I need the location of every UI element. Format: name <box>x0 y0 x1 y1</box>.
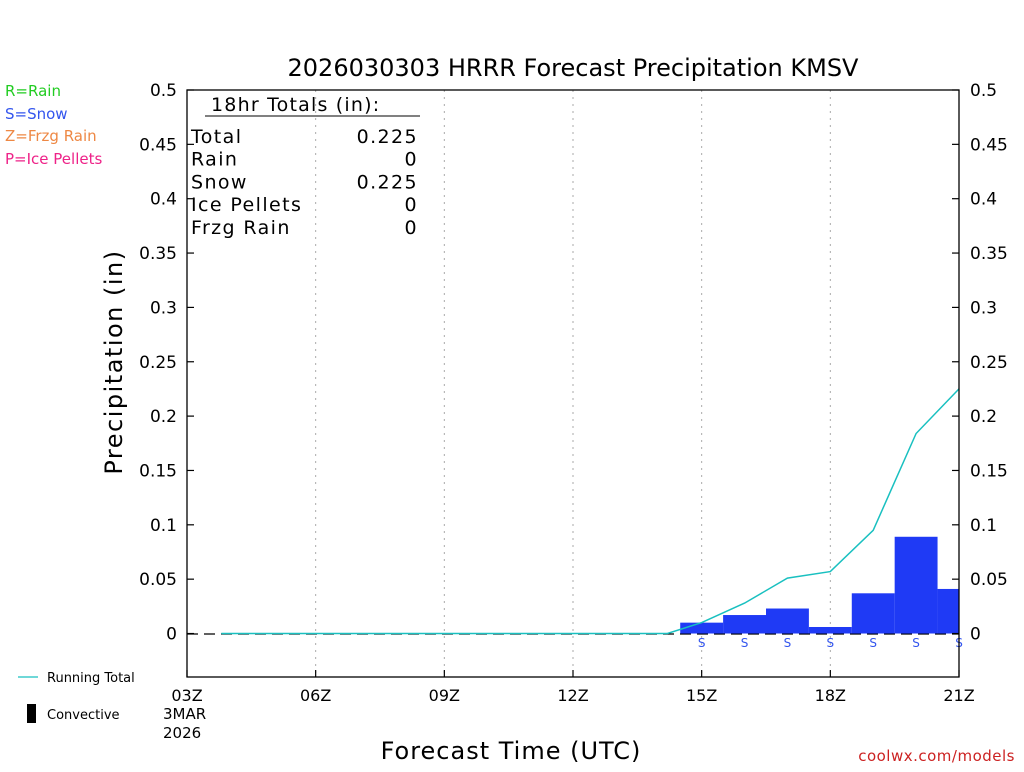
totals-row-value: 0 <box>405 149 419 171</box>
y-tick-label-left: 0.15 <box>139 461 177 481</box>
snow-bar <box>851 593 895 634</box>
y-axis-left: 0 0.05 0.1 0.15 0.2 0.25 0.3 0.35 0.4 0.45 0.5 <box>139 81 194 645</box>
totals-row-label: Ice Pellets <box>191 194 302 216</box>
x-tick-label: 21Z <box>943 686 974 705</box>
totals-header: 18hr Totals (in): <box>211 94 380 116</box>
y-tick-label-left: 0.1 <box>150 516 177 536</box>
totals-rows: Total 0.225 Rain 0 Snow 0.225 Ice Pellets 0 Frzg… <box>190 126 419 239</box>
y-tick-label-left: 0.05 <box>139 570 177 590</box>
convective-legend-label: Convective <box>47 708 120 723</box>
totals-box: 18hr Totals (in): Total 0.225 Rain 0 Snow 0.2… <box>190 94 420 239</box>
precip-type-marker: S <box>698 636 706 650</box>
snow-bar <box>680 622 724 634</box>
legend-snow: S=Snow <box>5 105 68 123</box>
totals-row-label: Total <box>190 126 242 148</box>
precip-type-marker: S <box>784 636 792 650</box>
precip-type-marker: S <box>827 636 835 650</box>
running-total-line <box>221 388 960 635</box>
y-tick-label-right: 0.5 <box>970 81 997 101</box>
chart-title: 2026030303 HRRR Forecast Precipitation K… <box>288 54 860 82</box>
y-tick-label-left: 0.5 <box>150 81 177 101</box>
y-tick-label-right: 0.4 <box>970 190 997 210</box>
y-tick-label-left: 0.3 <box>150 298 177 318</box>
y-tick-label-right: 0.45 <box>970 135 1008 155</box>
credit-text: coolwx.com/models <box>858 747 1015 765</box>
precip-type-marker: S <box>869 636 877 650</box>
snow-bar <box>723 615 766 634</box>
y-tick-label-right: 0.2 <box>970 407 997 427</box>
x-axis: 03Z 06Z 09Z 12Z 15Z 18Z 21Z <box>171 670 975 705</box>
y-tick-label-right: 0 <box>970 625 981 645</box>
x-tick-label: 18Z <box>815 686 846 705</box>
precip-type-legend: R=Rain S=Snow Z=Frzg Rain P=Ice Pellets <box>5 82 102 168</box>
totals-row-value: 0.225 <box>357 126 418 148</box>
y-tick-label-right: 0.25 <box>970 353 1008 373</box>
y-tick-label-left: 0.25 <box>139 353 177 373</box>
snow-bar <box>894 536 938 634</box>
y-tick-label-right: 0.35 <box>970 244 1008 264</box>
y-tick-label-right: 0.15 <box>970 461 1008 481</box>
totals-row-label: Frzg Rain <box>191 217 291 239</box>
totals-row-value: 0 <box>405 194 419 216</box>
x-axis-title: Forecast Time (UTC) <box>381 737 642 765</box>
legend-freezing-rain: Z=Frzg Rain <box>5 127 97 145</box>
snow-bar <box>937 588 959 634</box>
x-tick-label: 03Z <box>171 686 202 705</box>
snow-bar <box>808 626 852 634</box>
totals-row-value: 0 <box>405 217 419 239</box>
snow-bars <box>680 536 959 634</box>
y-tick-label-left: 0.35 <box>139 244 177 264</box>
x-tick-label: 12Z <box>557 686 588 705</box>
totals-row-label: Rain <box>191 149 238 171</box>
x-tick-label: 15Z <box>686 686 717 705</box>
y-tick-label-left: 0.4 <box>150 190 177 210</box>
y-axis-right: 0 0.05 0.1 0.15 0.2 0.25 0.3 0.35 0.4 0.45 0.5 <box>952 81 1008 645</box>
y-tick-label-right: 0.3 <box>970 298 997 318</box>
legend-rain: R=Rain <box>5 82 61 100</box>
y-tick-label-left: 0.45 <box>139 135 177 155</box>
x-tick-label: 06Z <box>300 686 331 705</box>
date-year: 2026 <box>163 724 201 742</box>
bottom-legend: Running Total Convective <box>18 671 135 723</box>
x-tick-label: 09Z <box>429 686 460 705</box>
precip-type-marker: S <box>912 636 920 650</box>
date-month: 3MAR <box>163 705 206 723</box>
y-tick-label-left: 0 <box>166 625 177 645</box>
snow-bar <box>766 608 809 634</box>
totals-row-value: 0.225 <box>357 171 418 193</box>
running-total-legend-label: Running Total <box>47 671 135 686</box>
y-tick-label-right: 0.05 <box>970 570 1008 590</box>
y-tick-label-right: 0.1 <box>970 516 997 536</box>
y-axis-title: Precipitation (in) <box>100 249 128 474</box>
precip-type-marker: S <box>741 636 749 650</box>
y-tick-label-left: 0.2 <box>150 407 177 427</box>
totals-row-label: Snow <box>191 171 248 193</box>
convective-legend-swatch <box>27 704 36 723</box>
legend-ice-pellets: P=Ice Pellets <box>5 150 102 168</box>
